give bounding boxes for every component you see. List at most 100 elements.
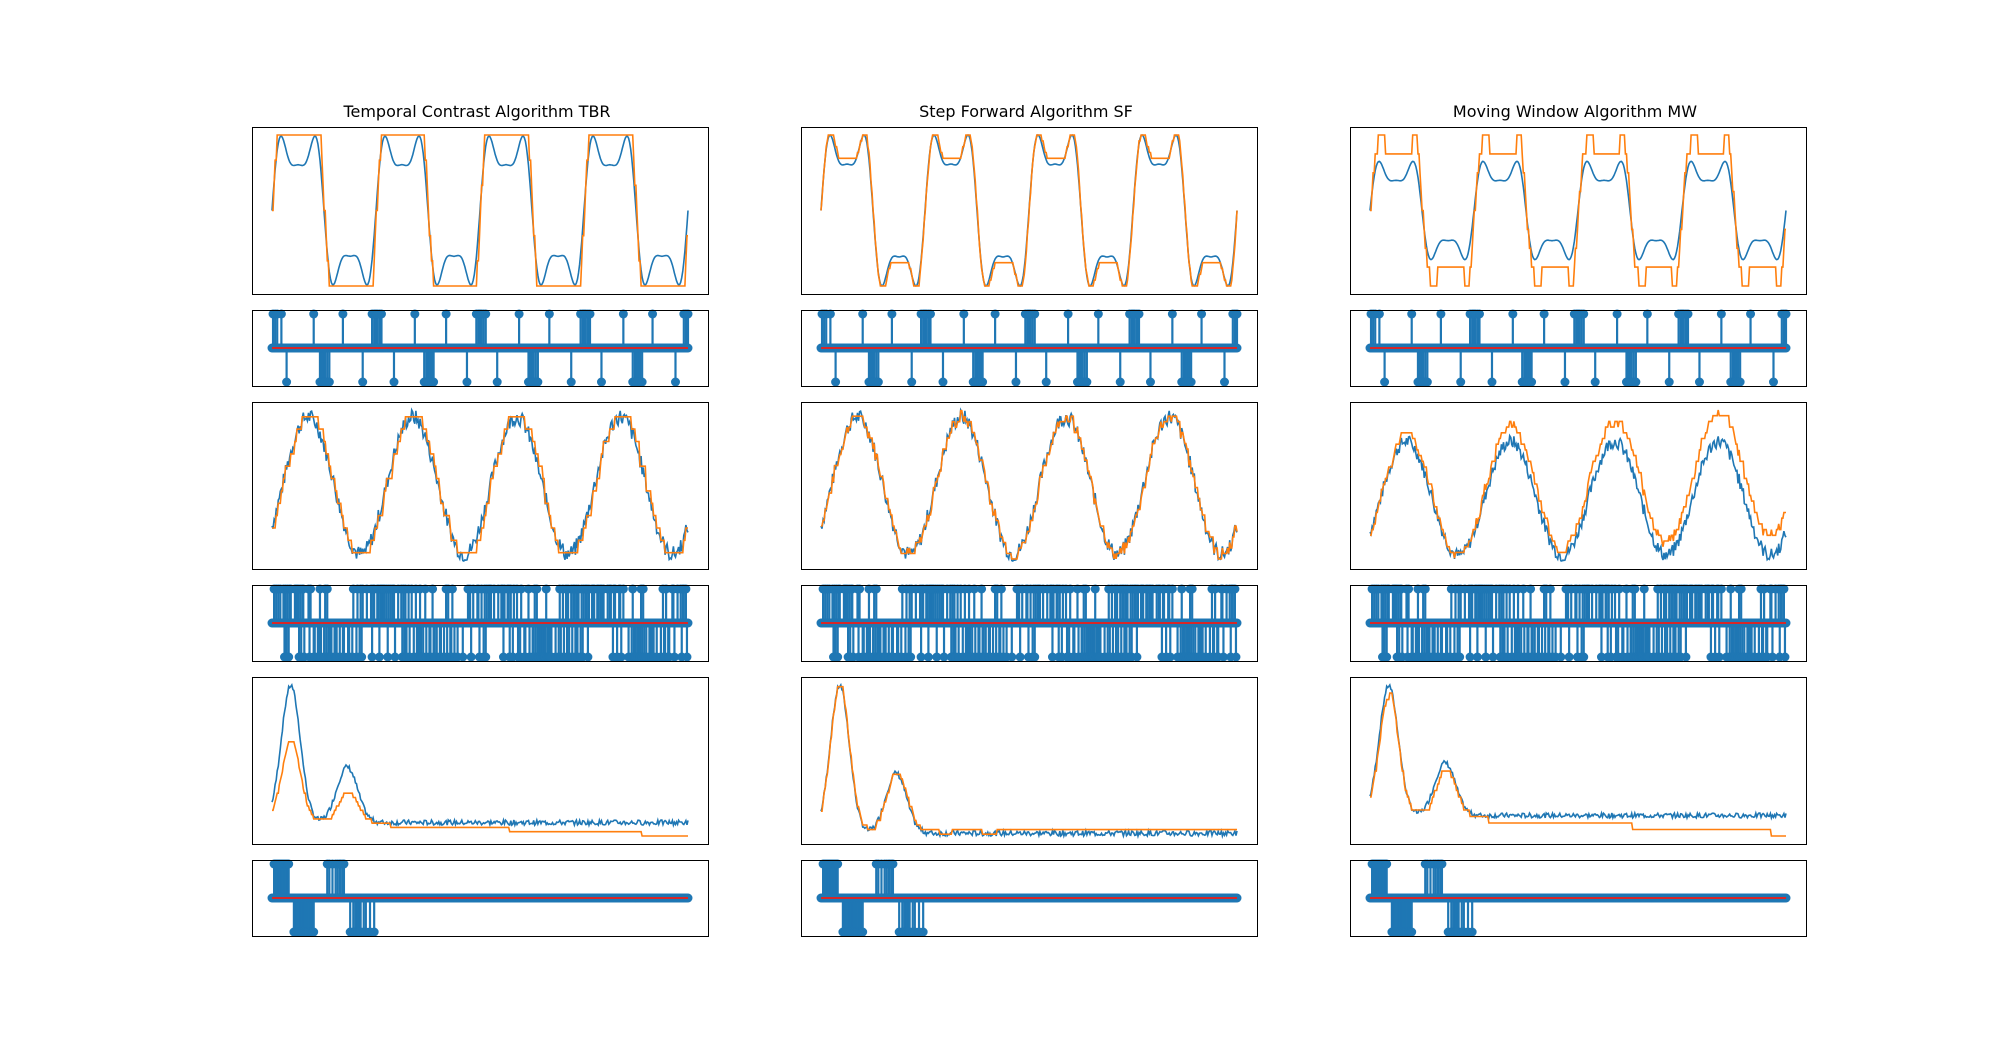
spike-marker xyxy=(532,584,542,594)
reconstructed-signal-line xyxy=(821,685,1237,835)
spike-marker xyxy=(683,309,693,319)
spike-marker xyxy=(1134,309,1144,319)
spike-marker xyxy=(1526,584,1536,594)
reconstructed-signal-line xyxy=(272,134,688,287)
reconstructed-signal-line xyxy=(272,416,688,554)
spike-marker xyxy=(1781,309,1791,319)
spike-marker xyxy=(1145,377,1155,387)
spike-marker xyxy=(616,652,626,662)
spike-marker xyxy=(990,309,1000,319)
spike-marker xyxy=(1664,377,1674,387)
panel-1-4 xyxy=(801,677,1258,845)
spike-marker xyxy=(1436,309,1446,319)
spike-marker xyxy=(420,584,430,594)
spike-marker xyxy=(1422,377,1432,387)
spike-marker xyxy=(1090,584,1100,594)
spike-marker xyxy=(833,652,843,662)
spike-marker xyxy=(1545,584,1555,594)
original-signal-line xyxy=(1369,433,1787,562)
reconstructed-signal-line xyxy=(1370,409,1786,559)
spike-marker xyxy=(1560,377,1570,387)
spike-marker xyxy=(514,309,524,319)
spike-marker xyxy=(338,309,348,319)
spike-marker xyxy=(458,652,468,662)
spike-marker xyxy=(367,652,377,662)
spike-marker xyxy=(1735,377,1745,387)
spike-marker xyxy=(873,377,883,387)
original-signal-line xyxy=(271,683,689,829)
spike-marker xyxy=(969,584,979,594)
spike-marker xyxy=(1167,309,1177,319)
spike-marker xyxy=(447,584,457,594)
spike-marker xyxy=(1465,652,1475,662)
spike-marker xyxy=(1614,584,1624,594)
spike-marker xyxy=(1011,377,1021,387)
spike-marker xyxy=(429,377,439,387)
spike-marker xyxy=(1115,377,1125,387)
panel-1-2 xyxy=(801,402,1258,570)
panel-0-2 xyxy=(252,402,709,570)
reconstructed-signal-line xyxy=(1370,134,1786,287)
panel-0-5 xyxy=(252,859,709,937)
spike-marker xyxy=(410,309,420,319)
spike-marker xyxy=(1420,584,1430,594)
spike-marker xyxy=(1746,309,1756,319)
spike-marker xyxy=(1455,652,1465,662)
spike-marker xyxy=(1210,584,1220,594)
spike-marker xyxy=(1642,309,1652,319)
spike-marker xyxy=(939,652,949,662)
panel-frame xyxy=(801,310,1258,387)
spike-marker xyxy=(637,377,647,387)
panel-frame xyxy=(801,585,1258,662)
panel-2-3 xyxy=(1350,584,1807,662)
panel-frame xyxy=(801,127,1258,295)
panel-1-3 xyxy=(801,584,1258,662)
spike-marker xyxy=(1590,377,1600,387)
spike-marker xyxy=(492,377,502,387)
spike-marker xyxy=(284,652,294,662)
spike-marker xyxy=(481,652,491,662)
spike-marker xyxy=(357,652,367,662)
spike-marker xyxy=(516,584,526,594)
spike-marker xyxy=(376,309,386,319)
spike-marker xyxy=(596,377,606,387)
panel-0-3 xyxy=(252,584,709,662)
spike-marker xyxy=(638,584,648,594)
spike-marker xyxy=(1456,377,1466,387)
panel-frame xyxy=(252,310,709,387)
spike-marker xyxy=(1218,652,1228,662)
spike-marker xyxy=(1382,652,1392,662)
spike-marker xyxy=(618,584,628,594)
spike-marker xyxy=(1047,652,1057,662)
panel-2-0 xyxy=(1350,127,1807,295)
spike-marker xyxy=(1197,309,1207,319)
spike-marker xyxy=(978,377,988,387)
spike-marker xyxy=(276,309,286,319)
panel-frame xyxy=(252,860,709,937)
spike-marker xyxy=(1065,584,1075,594)
spike-marker xyxy=(1539,309,1549,319)
spike-marker xyxy=(369,927,379,937)
spike-marker xyxy=(1472,652,1482,662)
spike-marker xyxy=(428,584,438,594)
spike-marker xyxy=(1030,309,1040,319)
spike-marker xyxy=(977,584,987,594)
panel-1-1 xyxy=(801,309,1258,387)
spike-marker xyxy=(523,584,533,594)
panel-frame xyxy=(1350,127,1807,295)
spike-marker xyxy=(566,377,576,387)
spike-marker xyxy=(628,584,638,594)
panel-1-5 xyxy=(801,859,1258,937)
column-title-sf: Step Forward Algorithm SF xyxy=(919,102,1133,121)
spike-marker xyxy=(1167,584,1177,594)
panel-frame xyxy=(252,585,709,662)
spike-marker xyxy=(1380,377,1390,387)
spike-marker xyxy=(907,377,917,387)
column-title-tbr: Temporal Contrast Algorithm TBR xyxy=(342,102,610,121)
spike-marker xyxy=(1374,309,1384,319)
spike-marker xyxy=(1063,309,1073,319)
spike-marker xyxy=(583,652,593,662)
spike-marker xyxy=(1177,584,1187,594)
spike-marker xyxy=(1219,377,1229,387)
